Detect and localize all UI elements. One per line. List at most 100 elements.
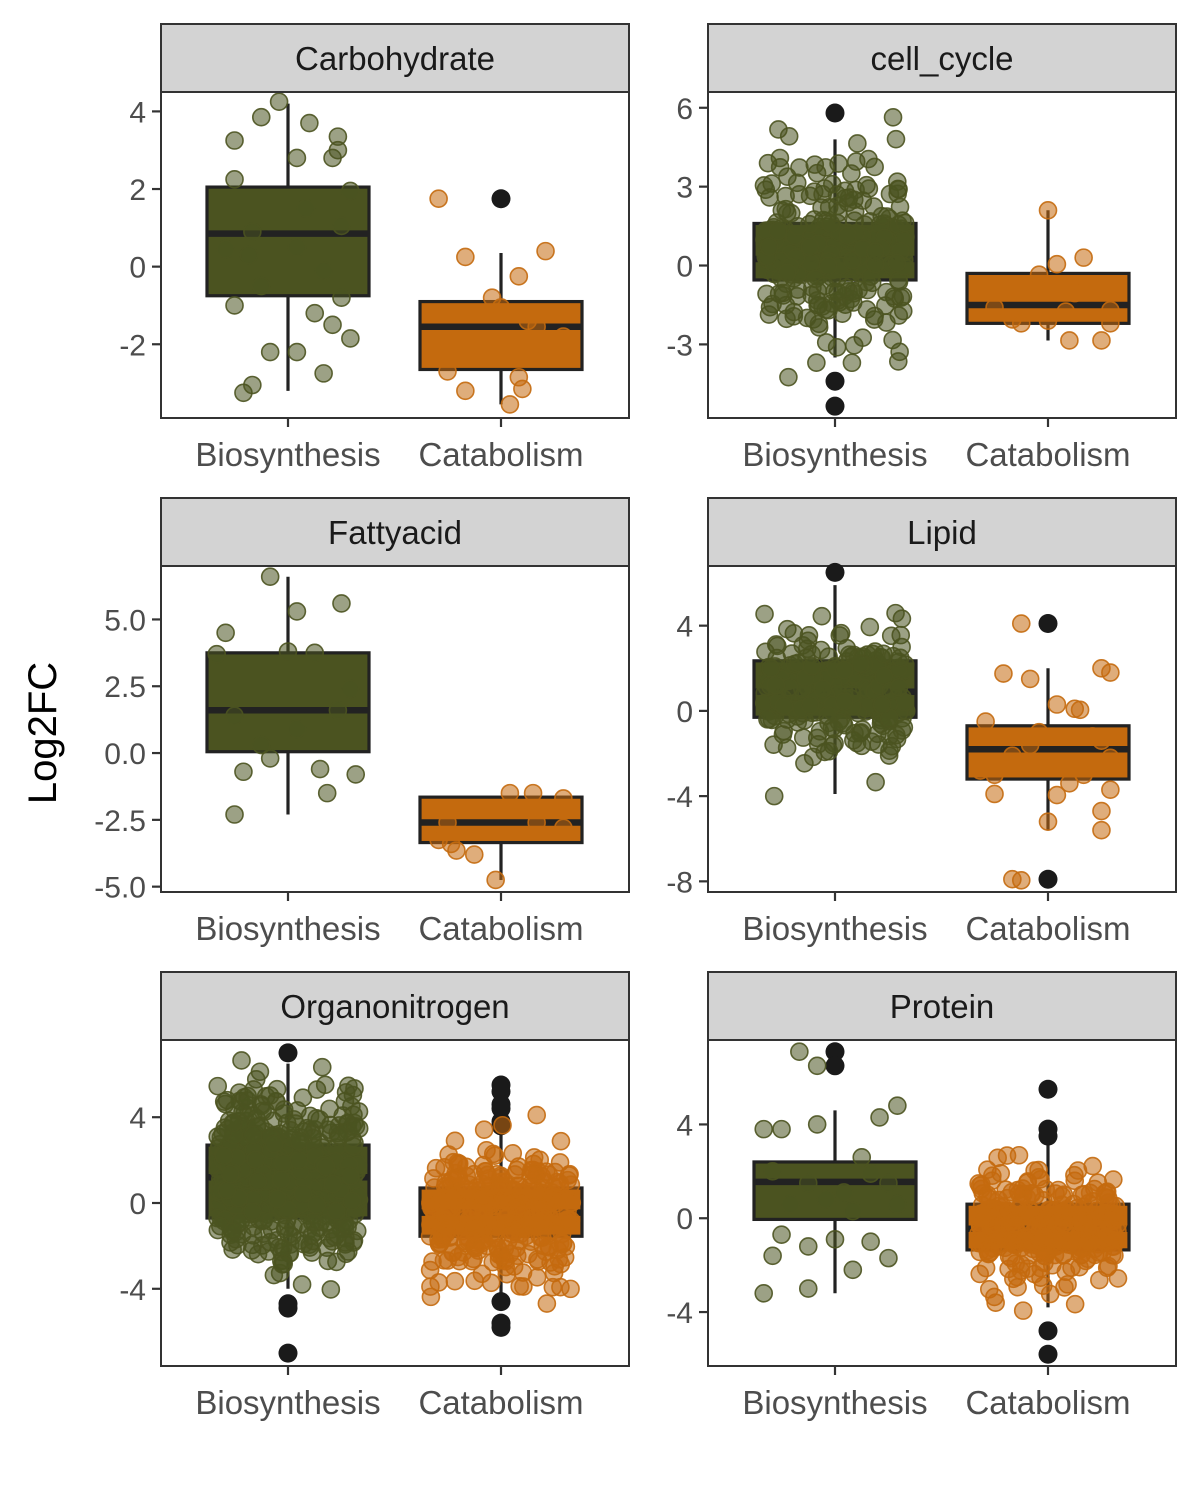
data-point [798,1173,818,1193]
data-point [803,747,823,767]
data-point [874,644,893,664]
data-point [754,1119,774,1139]
data-point [883,108,903,127]
data-point [551,1131,571,1151]
data-point [1055,1278,1074,1297]
data-point [776,186,795,206]
jitter-points-catabolism [420,1105,582,1313]
data-point [874,666,894,686]
data-point [1019,1246,1038,1265]
data-point [274,1100,294,1119]
data-point [870,1108,889,1127]
outlier-point [1038,1126,1058,1146]
data-point [834,692,854,711]
data-point [846,152,866,171]
data-point [269,93,289,111]
data-point [879,1248,898,1268]
data-point [1057,1200,1077,1219]
data-point [1101,663,1120,682]
data-point [273,1255,292,1274]
panel-carbohydrate: Carbohydrate -2 0 2 4 Biosynthesis Catabolism [119,23,630,473]
data-point [1108,1269,1128,1288]
data-point [287,237,307,257]
outlier-point [825,103,845,123]
box-group-organonitrogen-catabolism [418,1075,584,1337]
box-group-protein-catabolism [965,1079,1131,1364]
data-point [338,1217,357,1237]
data-point [1074,248,1093,267]
data-point [328,700,348,720]
data-point [777,203,797,223]
jitter-points-biosynthesis [754,108,915,387]
data-point [1093,1218,1112,1237]
outlier-point [491,1292,511,1312]
data-point [837,638,857,658]
data-point [456,247,475,267]
data-point [458,1231,478,1250]
panel-title-fattyacid: Fattyacid [328,514,462,551]
data-point [527,1165,546,1185]
outlier-point [1038,1344,1058,1364]
data-point [1011,870,1031,890]
outlier-point [825,371,845,391]
data-point [433,1225,453,1244]
y-tick-label: -2.5 [94,805,146,838]
data-point [1020,669,1040,689]
data-point [843,1260,863,1280]
y-tick-label: 4 [129,96,146,129]
data-point [554,789,573,808]
data-point [772,1225,791,1244]
data-point [970,1264,989,1284]
outlier-point [825,562,845,582]
data-point [251,107,271,127]
data-point [341,181,360,201]
y-tick-label: 0 [129,1188,146,1221]
data-point [890,197,910,217]
data-point [307,1109,326,1128]
data-point [800,237,820,257]
data-point [287,719,307,739]
data-point [260,567,280,586]
data-point [223,1222,242,1242]
data-point [1092,731,1111,751]
data-point [763,1162,782,1181]
data-point [536,241,555,261]
data-point [335,1091,355,1111]
data-point [772,1119,791,1139]
data-point [852,1147,872,1167]
jitter-points-catabolism [968,1145,1128,1320]
data-point [561,1175,581,1194]
y-tick-label: 0.0 [104,738,146,771]
data-point [1038,201,1058,220]
data-point [537,1294,557,1313]
box-group-protein-biosynthesis [752,1042,918,1303]
data-point [239,245,259,265]
data-point [872,695,892,715]
data-point [342,1191,362,1211]
data-point [447,1181,466,1201]
data-point [844,730,863,750]
data-point [890,342,909,362]
data-point [344,1136,363,1156]
data-point [1038,311,1058,331]
data-point [879,1173,898,1193]
box-group-organonitrogen-biosynthesis [205,1043,371,1363]
data-point [321,1280,341,1299]
data-point [316,1157,336,1177]
data-point [770,158,790,177]
data-point [843,1201,863,1221]
outlier-point [1038,1079,1058,1099]
data-point [242,1241,262,1260]
data-point [861,1232,880,1251]
y-tick-label: 2.5 [104,671,146,704]
data-point [886,129,906,149]
data-point [244,1080,264,1099]
data-point [842,251,862,270]
data-point [296,199,316,218]
data-point [554,327,573,346]
data-point [503,1143,523,1163]
data-point [341,1167,360,1186]
data-point [1038,1213,1058,1232]
data-point [844,190,864,210]
